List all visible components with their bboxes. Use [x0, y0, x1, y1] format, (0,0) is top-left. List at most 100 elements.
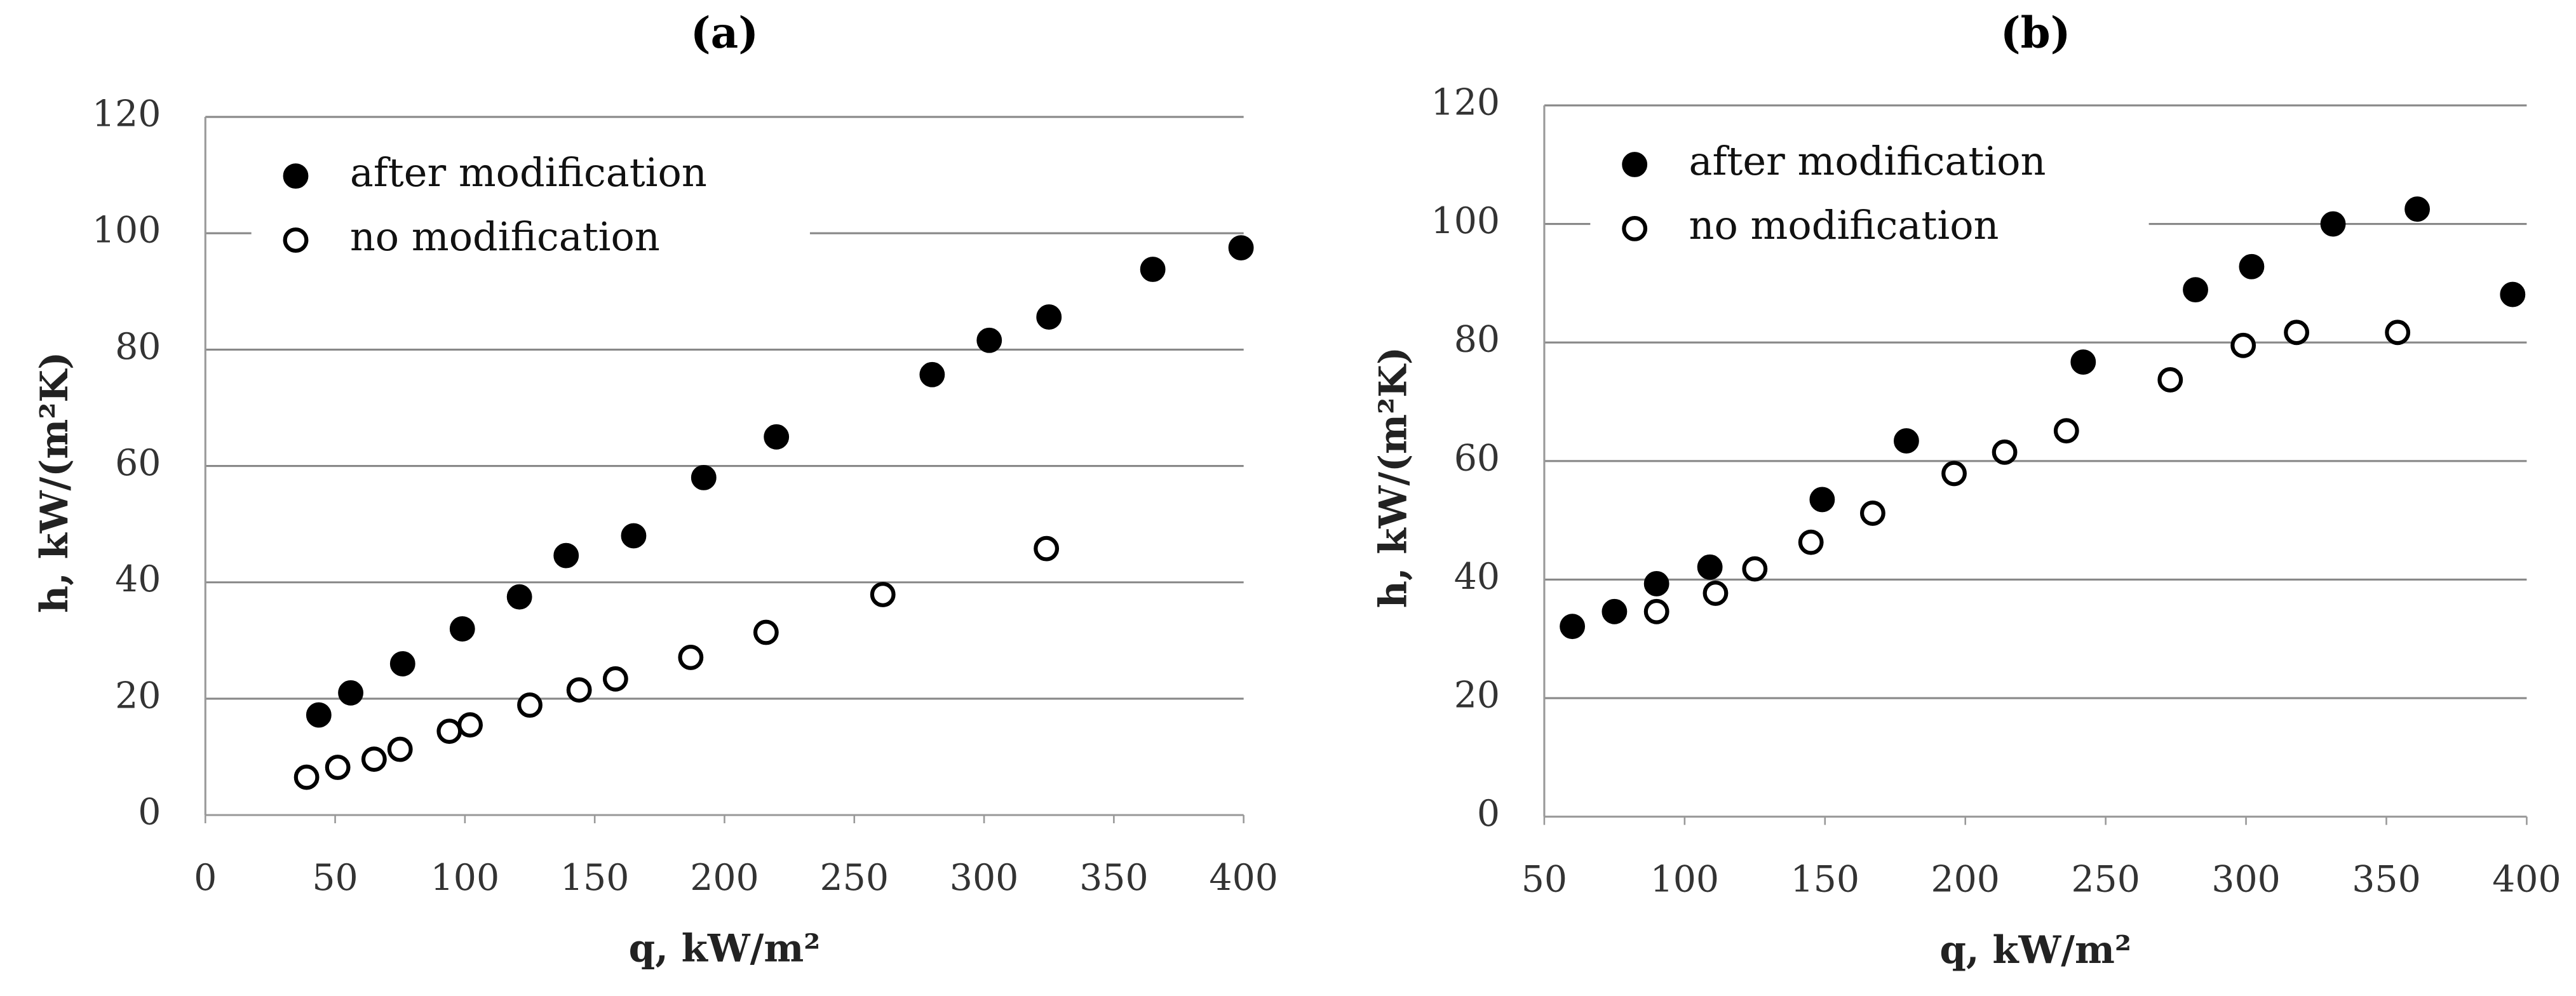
data-point	[1894, 428, 1919, 454]
data-point	[1560, 614, 1586, 640]
data-point	[506, 584, 532, 610]
data-point	[1036, 304, 1062, 330]
y-tick-label: 120	[92, 93, 161, 135]
data-point	[1034, 535, 1060, 562]
legend-marker	[283, 163, 309, 189]
data-point	[1697, 554, 1723, 580]
x-tick-label: 300	[950, 857, 1019, 899]
data-point	[976, 327, 1002, 353]
x-tick-label: 200	[1931, 859, 2000, 901]
data-point	[870, 582, 896, 607]
y-tick-label: 0	[1477, 793, 1500, 835]
legend-marker	[1622, 152, 1648, 177]
y-axis-title: h, kW/(m²K)	[1372, 347, 1416, 608]
data-point	[1798, 529, 1824, 555]
y-tick-label: 80	[1454, 319, 1500, 361]
data-point	[2320, 211, 2346, 237]
legend-marker	[1622, 215, 1648, 241]
legend-label: no modification	[350, 213, 660, 260]
y-tick-label: 40	[1454, 556, 1500, 598]
x-tick-label: 0	[194, 857, 217, 899]
data-point	[457, 712, 483, 738]
data-point	[691, 464, 717, 490]
x-tick-label: 400	[1209, 857, 1278, 899]
x-tick-label: 400	[2492, 859, 2561, 901]
legend-label: no modification	[1689, 202, 1999, 248]
x-axis-title: q, kW/m²	[1939, 928, 2131, 972]
x-tick-label: 100	[1650, 859, 1720, 901]
chart-title: (a)	[691, 8, 759, 58]
data-point	[621, 523, 647, 549]
x-tick-label: 350	[1079, 857, 1149, 899]
data-point	[387, 736, 413, 762]
data-point	[764, 424, 790, 450]
data-point	[1941, 461, 1967, 487]
y-tick-label: 80	[115, 326, 161, 368]
data-point	[2404, 196, 2431, 222]
data-point	[436, 718, 462, 744]
data-point	[1859, 501, 1885, 526]
y-tick-label: 60	[115, 442, 161, 484]
y-tick-label: 40	[115, 558, 161, 600]
data-point	[753, 619, 779, 645]
y-tick-label: 100	[1431, 200, 1500, 242]
x-tick-label: 100	[431, 857, 500, 899]
y-tick-label: 100	[92, 210, 161, 252]
data-point	[1992, 439, 2018, 465]
legend-box	[251, 140, 810, 272]
data-point	[449, 616, 475, 642]
data-point	[293, 764, 320, 790]
data-point	[553, 542, 579, 569]
x-tick-label: 300	[2211, 859, 2281, 901]
y-tick-label: 20	[115, 675, 161, 717]
data-point	[919, 361, 945, 387]
data-point	[1228, 235, 1254, 261]
y-tick-label: 0	[138, 791, 161, 833]
data-point	[2157, 367, 2183, 393]
data-point	[1643, 598, 1669, 624]
x-tick-label: 350	[2352, 859, 2421, 901]
data-point	[517, 692, 543, 718]
legend-label: after modification	[350, 149, 707, 196]
x-tick-label: 150	[560, 857, 630, 899]
y-tick-label: 20	[1454, 675, 1500, 717]
data-point	[2385, 320, 2411, 346]
chart-title: (b)	[2000, 8, 2071, 58]
y-tick-label: 60	[1454, 437, 1500, 479]
x-tick-label: 50	[312, 857, 358, 899]
data-point	[1809, 487, 1835, 513]
data-point	[2070, 349, 2096, 375]
x-tick-label: 50	[1521, 859, 1567, 901]
x-tick-label: 150	[1791, 859, 1860, 901]
x-tick-label: 200	[690, 857, 759, 899]
data-point	[2183, 277, 2208, 303]
data-point	[1703, 580, 1729, 606]
data-point	[1140, 257, 1166, 282]
x-tick-label: 250	[2071, 859, 2140, 901]
y-tick-label: 120	[1431, 81, 1500, 123]
data-point	[2500, 281, 2526, 307]
data-point	[2053, 418, 2079, 444]
data-point	[2239, 253, 2265, 279]
x-tick-label: 250	[819, 857, 889, 899]
data-point	[2284, 320, 2310, 346]
data-point	[325, 755, 351, 780]
data-point	[678, 644, 704, 670]
data-point	[1643, 571, 1669, 596]
data-point	[2230, 332, 2256, 358]
legend-label: after modification	[1689, 138, 2046, 184]
data-point	[338, 680, 363, 706]
data-point	[1602, 598, 1628, 624]
y-axis-title: h, kW/(m²K)	[32, 352, 77, 613]
x-axis-title: q, kW/m²	[629, 926, 821, 971]
data-point	[1742, 556, 1768, 582]
data-point	[361, 746, 387, 772]
legend-marker	[283, 227, 309, 253]
data-point	[566, 677, 592, 703]
data-point	[602, 666, 628, 692]
data-point	[306, 702, 332, 728]
legend-box	[1590, 128, 2149, 260]
data-point	[389, 651, 415, 676]
